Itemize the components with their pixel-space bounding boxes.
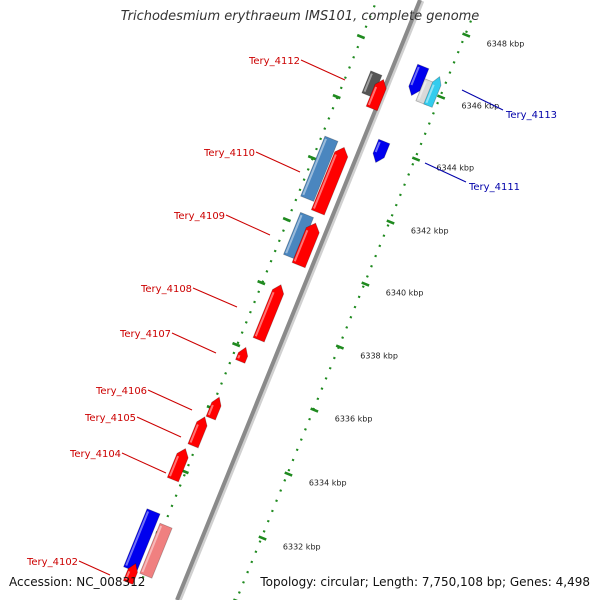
kbp-label: 6346 kbp <box>462 101 500 110</box>
gene-label-tery-4110[interactable]: Tery_4110 <box>203 148 255 159</box>
gene-block-tery-4106-shine <box>207 404 214 416</box>
gene-leader-line <box>171 332 217 354</box>
gene-block-tery-4103-pink-shine <box>141 525 163 573</box>
major-tick <box>361 281 370 287</box>
accession-label: Accession: NC_008312 <box>9 575 146 589</box>
major-tick <box>257 279 266 286</box>
gene-block-tery-4102[interactable] <box>122 562 138 585</box>
kbp-label: 6334 kbp <box>309 478 347 487</box>
gene-leader-line <box>192 287 238 308</box>
gene-block-tery-4109[interactable] <box>291 222 320 269</box>
major-tick <box>282 216 292 223</box>
map-title: Trichodesmium erythraeum IMS101, complet… <box>120 9 480 24</box>
gene-leader-line <box>300 59 346 81</box>
gene-block-tery-4113-cyan-shine <box>425 84 435 104</box>
major-tick <box>310 407 319 413</box>
gene-leader-line <box>225 214 271 236</box>
gene-block-tery-4112-shine <box>367 86 378 106</box>
topology-label: Topology: circular; Length: 7,750,108 bp… <box>260 575 590 589</box>
gene-leader-line <box>255 151 301 173</box>
gene-block-tery-4105[interactable] <box>187 416 208 449</box>
gene-block-tery-4112-gray-shine <box>363 73 373 92</box>
gene-block-tery-4110-blue[interactable] <box>300 135 339 202</box>
gene-leader-line <box>424 162 467 183</box>
gene-label-tery-4111[interactable]: Tery_4111 <box>468 182 520 193</box>
kbp-label: 6336 kbp <box>335 414 373 423</box>
gene-block-tery-4113-gray-shine <box>417 81 427 100</box>
kbp-label: 6344 kbp <box>436 163 474 172</box>
gene-block-tery-4109-shine <box>293 229 309 262</box>
gene-block-tery-4102-shine <box>125 570 131 580</box>
gene-block-tery-4107[interactable] <box>235 346 249 364</box>
major-tick <box>356 33 366 40</box>
major-tick <box>284 471 293 477</box>
gene-label-tery-4109[interactable]: Tery_4109 <box>173 211 225 222</box>
major-tick <box>386 219 395 225</box>
major-tick <box>335 344 345 350</box>
gene-block-tery-4108[interactable] <box>252 284 285 343</box>
major-tick <box>307 154 317 161</box>
kbp-label: 6338 kbp <box>360 351 398 360</box>
gene-block-tery-4103-blue-shine <box>125 511 150 566</box>
major-tick <box>462 32 471 38</box>
gene-block-tery-4111[interactable] <box>372 138 391 164</box>
major-tick <box>411 156 421 162</box>
gene-leader-line <box>461 89 504 111</box>
gene-leader-line <box>121 452 167 474</box>
gene-block-tery-4109-blue-shine <box>285 214 303 254</box>
major-tick <box>232 341 241 348</box>
gene-block-tery-4110-blue-shine <box>302 138 327 196</box>
major-tick <box>436 94 446 100</box>
gene-block-tery-4105-shine <box>189 424 199 443</box>
gene-label-tery-4113[interactable]: Tery_4113 <box>505 110 557 121</box>
gene-label-tery-4102[interactable]: Tery_4102 <box>26 557 78 568</box>
right-tick-track <box>235 20 472 600</box>
gene-block-tery-4106[interactable] <box>205 396 222 421</box>
gene-block-tery-4103-pink[interactable] <box>139 522 173 579</box>
gene-label-tery-4107[interactable]: Tery_4107 <box>119 329 171 340</box>
gene-label-tery-4105[interactable]: Tery_4105 <box>84 413 136 424</box>
gene-leader-line <box>147 389 193 411</box>
gene-label-tery-4106[interactable]: Tery_4106 <box>95 386 147 397</box>
kbp-label: 6348 kbp <box>487 39 525 48</box>
gene-block-tery-4104-shine <box>169 455 180 477</box>
gene-block-tery-4112[interactable] <box>365 78 387 112</box>
gene-leader-line <box>78 560 111 576</box>
kbp-label: 6342 kbp <box>411 226 449 235</box>
gene-label-tery-4108[interactable]: Tery_4108 <box>140 284 192 295</box>
major-tick <box>332 93 341 100</box>
gene-block-tery-4110[interactable] <box>310 146 349 216</box>
kbp-label: 6340 kbp <box>386 288 424 297</box>
gene-leader-line <box>136 416 182 438</box>
gene-block-tery-4108-shine <box>254 291 275 337</box>
left-tick-track <box>138 0 379 586</box>
gene-block-tery-4111-shine <box>374 141 381 153</box>
kbp-label: 6332 kbp <box>283 542 321 551</box>
gene-label-tery-4112[interactable]: Tery_4112 <box>248 56 300 67</box>
gene-block-tery-4113-blue-shine <box>410 66 420 86</box>
gene-block-tery-4113-cyan[interactable] <box>423 75 442 108</box>
gene-block-tery-4110-shine <box>313 154 337 209</box>
gene-block-tery-4107-shine <box>237 354 241 359</box>
major-tick <box>258 535 267 541</box>
gene-label-tery-4104[interactable]: Tery_4104 <box>69 449 121 460</box>
gene-block-tery-4113-blue[interactable] <box>408 63 430 97</box>
gene-block-tery-4104[interactable] <box>166 448 189 483</box>
